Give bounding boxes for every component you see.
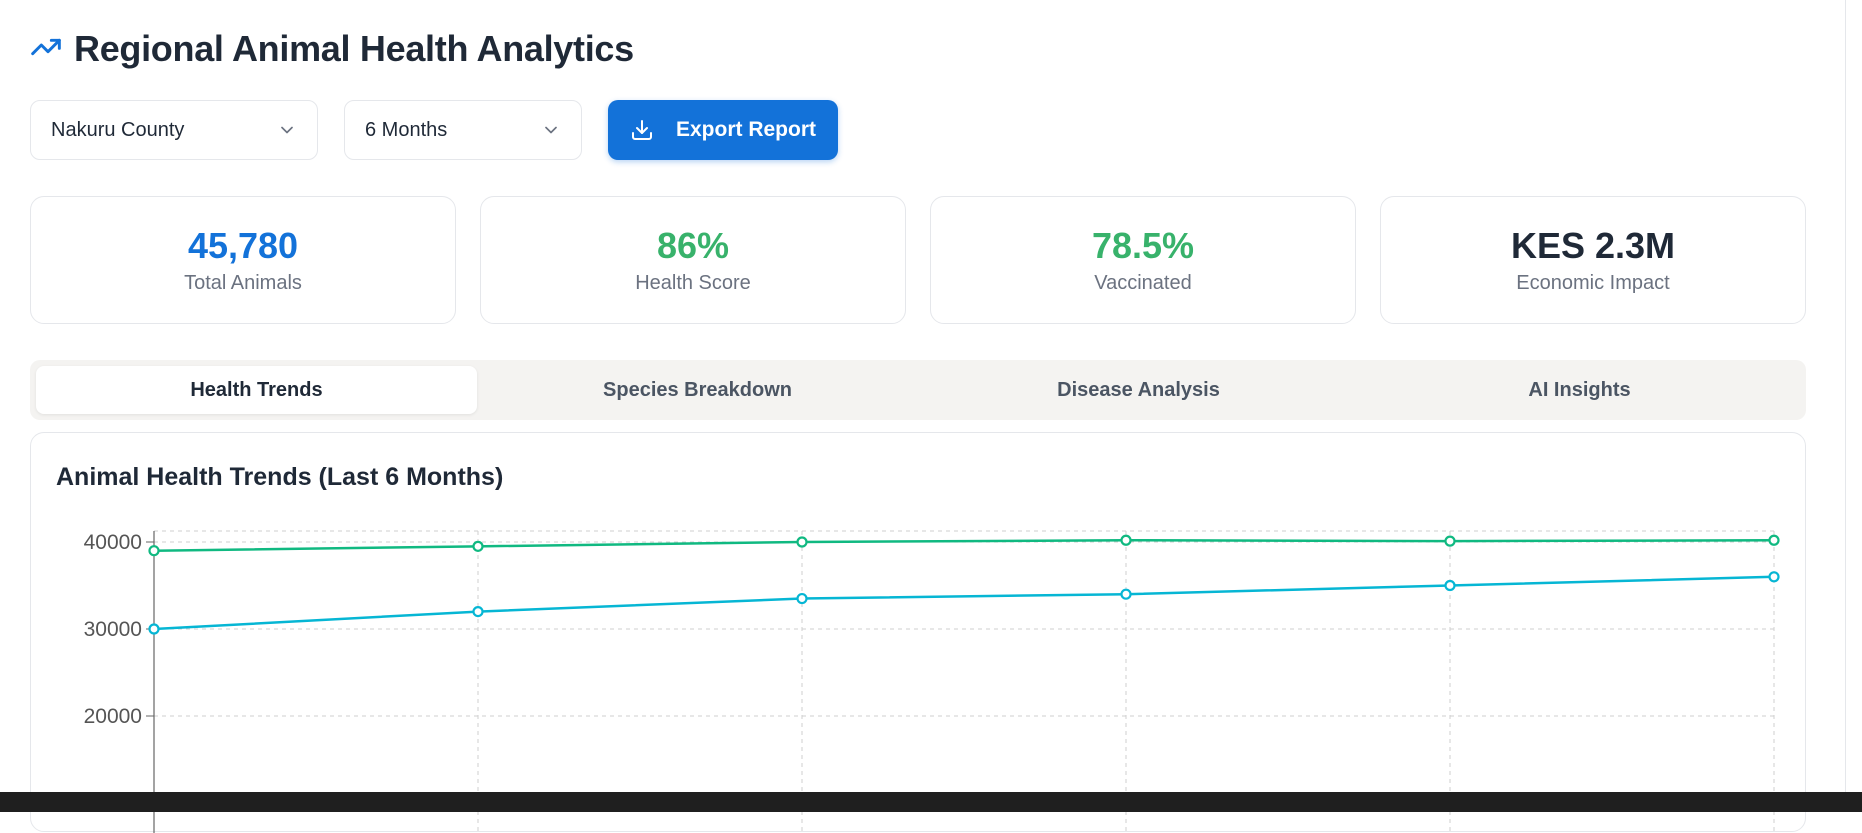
stat-label: Total Animals xyxy=(184,271,302,294)
series-line-2 xyxy=(153,575,1775,631)
county-select-value: Nakuru County xyxy=(51,118,185,141)
series-line-1 xyxy=(153,539,1775,552)
health-trends-chart: 20000 30000 40000 xyxy=(84,530,1780,833)
stat-card-economic-impact: KES 2.3M Economic Impact xyxy=(1380,196,1806,324)
data-point xyxy=(796,592,808,605)
chart-title: Animal Health Trends (Last 6 Months) xyxy=(56,463,504,491)
data-point xyxy=(1120,588,1132,600)
y-tick-label: 40000 xyxy=(84,531,142,554)
data-point xyxy=(1120,534,1132,546)
stat-value: 86% xyxy=(656,224,730,266)
page-title: Regional Animal Health Analytics xyxy=(74,28,634,69)
os-taskbar xyxy=(0,792,1862,812)
stat-card-vaccinated: 78.5% Vaccinated xyxy=(930,196,1356,324)
stat-label: Vaccinated xyxy=(1094,271,1192,294)
stat-label: Economic Impact xyxy=(1516,271,1670,294)
tab-bar: Health Trends Species Breakdown Disease … xyxy=(30,360,1806,420)
data-point xyxy=(148,545,160,557)
stat-value: 45,780 xyxy=(187,224,299,266)
y-tick-label: 20000 xyxy=(84,705,142,728)
data-point xyxy=(1444,579,1456,592)
download-icon xyxy=(631,120,652,140)
data-point xyxy=(472,606,484,618)
county-select[interactable]: Nakuru County xyxy=(30,100,318,160)
filter-bar: Nakuru County 6 Months Export Report xyxy=(30,100,838,160)
stats-row: 45,780 Total Animals 86% Health Score 78… xyxy=(30,196,1806,324)
trending-up-icon xyxy=(30,31,62,68)
data-point xyxy=(1768,534,1780,546)
tab-ai-insights[interactable]: AI Insights xyxy=(1528,378,1631,401)
data-point xyxy=(796,536,808,548)
chart-card: Animal Health Trends (Last 6 Months) 200… xyxy=(30,432,1806,833)
stat-card-health-score: 86% Health Score xyxy=(480,196,906,324)
header: Regional Animal Health Analytics xyxy=(30,26,634,72)
y-tick-label: 30000 xyxy=(84,618,142,641)
stat-value: KES 2.3M xyxy=(1510,224,1676,266)
tab-disease-analysis[interactable]: Disease Analysis xyxy=(1057,378,1220,401)
data-point xyxy=(1768,571,1780,583)
period-select[interactable]: 6 Months xyxy=(344,100,582,160)
tab-species-breakdown[interactable]: Species Breakdown xyxy=(603,378,792,401)
page-frame xyxy=(1845,0,1846,795)
stat-value: 78.5% xyxy=(1091,224,1195,266)
stat-label: Health Score xyxy=(635,271,751,294)
stat-card-total-animals: 45,780 Total Animals xyxy=(30,196,456,324)
export-report-label: Export Report xyxy=(675,118,816,141)
chevron-down-icon xyxy=(545,126,557,134)
data-point xyxy=(472,540,484,552)
chevron-down-icon xyxy=(281,126,293,134)
period-select-value: 6 Months xyxy=(365,118,448,141)
export-report-button[interactable]: Export Report xyxy=(608,100,838,160)
data-point xyxy=(1444,535,1456,547)
tab-health-trends[interactable]: Health Trends xyxy=(36,366,477,414)
data-point xyxy=(148,623,160,635)
